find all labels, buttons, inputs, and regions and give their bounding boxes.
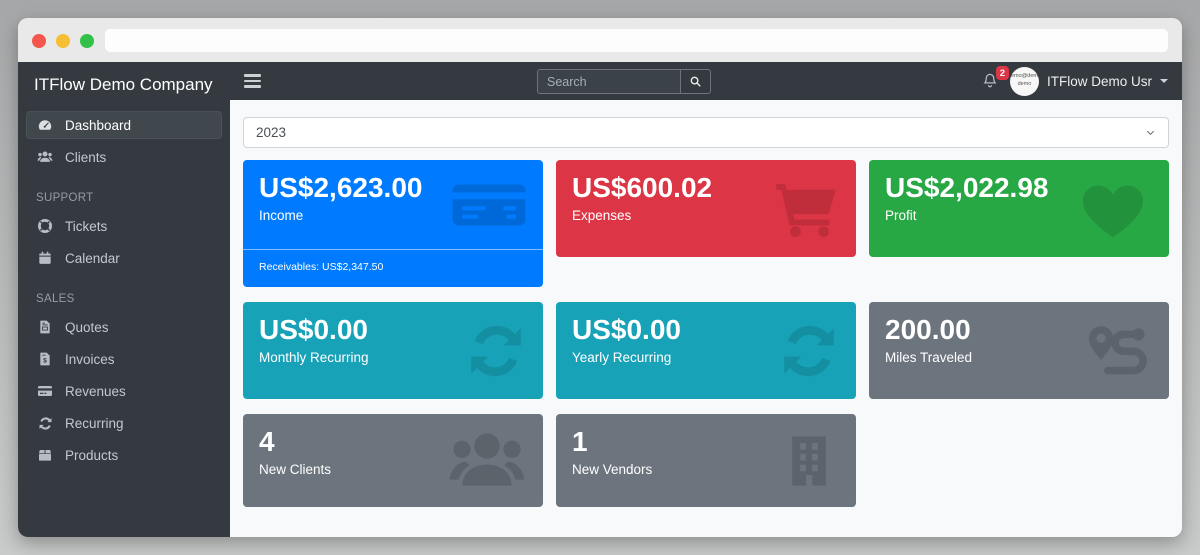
users-icon bbox=[447, 421, 527, 501]
notifications-button[interactable]: 2 bbox=[981, 66, 1009, 90]
sidebar-item-label: Quotes bbox=[65, 319, 109, 335]
stat-card-new-clients[interactable]: 4 New Clients bbox=[243, 414, 543, 507]
sidebar-item-revenues[interactable]: Revenues bbox=[26, 377, 222, 405]
sidebar-item-label: Tickets bbox=[65, 218, 108, 234]
user-name: ITFlow Demo Usr bbox=[1046, 73, 1152, 89]
route-icon bbox=[1083, 316, 1153, 386]
credit-card-icon bbox=[35, 383, 55, 399]
card-label: Miles Traveled bbox=[885, 350, 973, 366]
browser-window: ITFlow Demo Company Dashboard Clients SU… bbox=[18, 18, 1182, 537]
file-invoice-dollar-icon bbox=[35, 351, 55, 367]
sidebar-item-label: Dashboard bbox=[65, 117, 132, 133]
card-label: New Clients bbox=[259, 462, 332, 478]
magnifier-icon bbox=[688, 74, 703, 89]
sync-icon bbox=[35, 416, 55, 431]
sidebar-item-clients[interactable]: Clients bbox=[26, 143, 222, 171]
card-label: Monthly Recurring bbox=[259, 350, 369, 366]
sidebar-item-label: Recurring bbox=[65, 415, 124, 431]
sidebar-item-invoices[interactable]: Invoices bbox=[26, 345, 222, 373]
user-avatar: demo@demo demo bbox=[1009, 66, 1039, 96]
stat-card-profit[interactable]: US$2,022.98 Profit bbox=[869, 160, 1169, 257]
stat-card-new-vendors[interactable]: 1 New Vendors bbox=[556, 414, 856, 507]
building-icon bbox=[778, 430, 840, 492]
browser-chrome bbox=[18, 18, 1182, 62]
address-bar[interactable] bbox=[105, 29, 1168, 52]
card-value: US$2,022.98 bbox=[885, 172, 1049, 203]
life-ring-icon bbox=[35, 218, 55, 234]
calendar-icon bbox=[35, 250, 55, 266]
sidebar-item-label: Clients bbox=[65, 149, 107, 165]
card-value: 200.00 bbox=[885, 314, 971, 345]
notification-badge: 2 bbox=[995, 66, 1009, 81]
card-value: 1 bbox=[572, 426, 588, 457]
card-label: Expenses bbox=[572, 208, 632, 224]
stat-card-miles-traveled[interactable]: 200.00 Miles Traveled bbox=[869, 302, 1169, 399]
sidebar-item-calendar[interactable]: Calendar bbox=[26, 244, 222, 272]
sidebar-item-label: Products bbox=[65, 447, 119, 463]
sidebar-item-label: Revenues bbox=[65, 383, 126, 399]
sidebar-item-recurring[interactable]: Recurring bbox=[26, 409, 222, 437]
stat-card-monthly-recurring[interactable]: US$0.00 Monthly Recurring bbox=[243, 302, 543, 399]
heart-icon bbox=[1073, 169, 1153, 249]
sidebar-item-tickets[interactable]: Tickets bbox=[26, 212, 222, 240]
sidebar-item-quotes[interactable]: Quotes bbox=[26, 313, 222, 341]
sidebar-item-label: Calendar bbox=[65, 250, 120, 266]
card-label: New Vendors bbox=[572, 462, 653, 478]
sidebar-item-products[interactable]: Products bbox=[26, 441, 222, 469]
file-lines-icon bbox=[35, 319, 55, 335]
sidebar-toggle-button[interactable] bbox=[244, 74, 261, 88]
card-label: Profit bbox=[885, 208, 917, 224]
stat-card-yearly-recurring[interactable]: US$0.00 Yearly Recurring bbox=[556, 302, 856, 399]
company-name[interactable]: ITFlow Demo Company bbox=[34, 75, 213, 94]
chevron-down-icon bbox=[1160, 79, 1168, 83]
stat-card-expenses[interactable]: US$600.02 Expenses bbox=[556, 160, 856, 257]
sidebar-section-sales: SALES bbox=[36, 293, 75, 305]
card-label: Yearly Recurring bbox=[572, 350, 672, 366]
dashboard-content: 2023 US$2,623.00 Income Receivables: US$… bbox=[230, 100, 1182, 537]
sync-icon bbox=[778, 320, 840, 382]
credit-card-icon bbox=[451, 176, 527, 234]
card-value: US$0.00 bbox=[259, 314, 368, 345]
minimize-button[interactable] bbox=[56, 34, 70, 48]
card-footer: Receivables: US$2,347.50 bbox=[243, 249, 543, 287]
year-select-value: 2023 bbox=[256, 125, 287, 140]
sidebar: ITFlow Demo Company Dashboard Clients SU… bbox=[18, 62, 230, 537]
sidebar-nav: Dashboard Clients SUPPORT Tickets Calend… bbox=[18, 106, 230, 469]
sync-icon bbox=[465, 320, 527, 382]
chevron-down-icon bbox=[1146, 130, 1155, 136]
card-value: US$2,623.00 bbox=[259, 172, 423, 203]
stat-card-income[interactable]: US$2,623.00 Income Receivables: US$2,347… bbox=[243, 160, 543, 287]
box-icon bbox=[35, 447, 55, 463]
maximize-button[interactable] bbox=[80, 34, 94, 48]
user-menu-button[interactable]: demo@demo demo ITFlow Demo Usr bbox=[1009, 66, 1168, 96]
sidebar-item-dashboard[interactable]: Dashboard bbox=[26, 111, 222, 139]
sidebar-item-label: Invoices bbox=[65, 351, 115, 367]
year-select[interactable]: 2023 bbox=[243, 117, 1169, 148]
close-button[interactable] bbox=[32, 34, 46, 48]
card-value: US$0.00 bbox=[572, 314, 681, 345]
shopping-cart-icon bbox=[772, 175, 840, 243]
tachometer-icon bbox=[35, 117, 55, 133]
users-icon bbox=[35, 149, 55, 165]
top-navbar: 2 demo@demo demo ITFlow Demo Usr bbox=[230, 62, 1182, 100]
sidebar-section-support: SUPPORT bbox=[36, 192, 94, 204]
search-button[interactable] bbox=[680, 69, 711, 94]
card-label: Income bbox=[259, 208, 304, 224]
card-value: 4 bbox=[259, 426, 275, 457]
stat-cards-grid: US$2,623.00 Income Receivables: US$2,347… bbox=[243, 160, 1169, 507]
search-input[interactable] bbox=[537, 69, 680, 94]
card-value: US$600.02 bbox=[572, 172, 713, 203]
